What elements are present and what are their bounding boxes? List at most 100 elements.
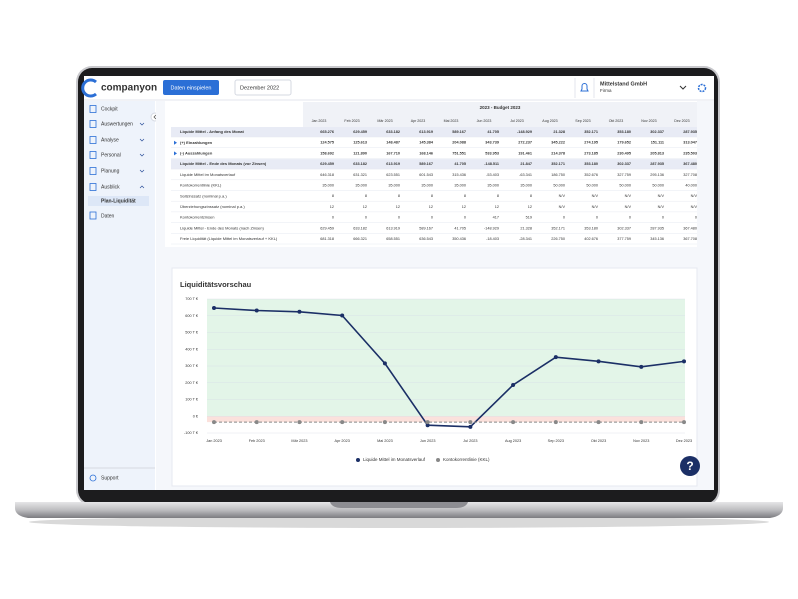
bell-icon[interactable] [580,83,589,92]
cell: 168.146 [419,151,433,155]
row-label: Kontokorrentzinsen [180,215,214,220]
column-header: Jun 2023 [477,119,492,123]
data-point [511,420,516,425]
y-tick-label: 200 T € [185,381,199,385]
settings-icon[interactable] [697,83,707,93]
data-point [212,420,216,425]
cell: 230.495 [617,151,631,155]
y-tick-label: 0 € [193,414,199,418]
cell: 235.503 [683,151,697,155]
cell: 8 [332,194,334,198]
data-point [639,420,644,425]
cell: 0 [695,216,697,220]
help-button[interactable] [680,456,700,476]
cell: 302.337 [650,130,664,134]
help-icon: ? [686,459,693,473]
period-select[interactable] [234,79,292,96]
expand-icon[interactable] [174,140,177,145]
sidebar-item[interactable]: Analyse [101,137,119,143]
logo: companyon [101,83,157,94]
sidebar-icon [89,183,97,191]
sidebar-item[interactable]: Personal [101,152,121,158]
sidebar-subitem[interactable]: Plan-Liquidität [101,198,136,204]
data-point [382,361,387,366]
expand-icon[interactable] [174,151,177,156]
active-item [88,196,149,206]
sidebar-item[interactable]: Ausblick [101,184,120,190]
cell: 35.000 [322,184,334,188]
import-button[interactable] [163,80,219,95]
data-point [254,420,259,425]
row-label: (-) Auszahlungen [180,150,213,155]
data-point [340,313,345,318]
legend-marker [436,458,441,462]
cell: 40.000 [685,184,697,188]
cell: 631.321 [353,173,367,177]
cell: 629.459 [353,130,367,134]
cell: 353.180 [584,226,598,230]
data-point [553,355,558,360]
sidebar-item[interactable]: Daten [101,213,115,219]
cell: 313.047 [683,141,697,145]
table-title: 2023 - Budget 2023 [480,105,521,110]
column-header: Sep 2023 [575,119,590,123]
sidebar-icon [89,151,97,159]
cell: 352.171 [584,130,598,134]
cell: 35.000 [487,184,499,188]
laptop-notch [330,502,468,508]
cell: 327.759 [617,173,631,177]
cell: 12 [462,205,466,209]
row-bg [171,127,697,137]
chevron [139,153,145,157]
cell: -148.929 [517,130,532,134]
cell: -28.341 [519,237,532,241]
support-link[interactable]: Support [101,475,119,481]
chevron [139,185,145,189]
cell: 345.222 [551,141,565,145]
sidebar-icon [89,136,97,144]
cell: 402.676 [584,237,598,241]
cell: 0 [596,216,598,220]
data-point [212,305,216,310]
cell: 629.459 [320,162,334,166]
row-label: Überziehungszinssatz (nominal p.a.) [180,204,245,209]
cell: 0 [629,216,631,220]
data-point [425,420,430,425]
company-chevron[interactable] [679,85,687,90]
cell: 21.328 [520,226,532,230]
data-point [682,359,686,364]
cell: 21.328 [553,130,565,134]
sidebar-icon [89,105,97,113]
cell: 629.459 [320,226,334,230]
sidebar-item[interactable]: Cockpit [101,106,118,112]
y-tick-label: 500 T € [185,331,199,335]
cell: 613.919 [419,130,433,134]
cell: 12 [528,205,532,209]
row-label: Sollzinssatz (nominal p.a.) [180,193,227,198]
y-tick-label: 700 T € [185,297,199,301]
column-header: Jan 2023 [312,119,327,123]
sidebar-item[interactable]: Planung [101,168,120,174]
cell: 352.171 [551,162,565,166]
cell: 124.575 [320,141,334,145]
sidebar-item[interactable]: Auswertungen [101,121,133,127]
cell: 350.436 [452,237,466,241]
cell: 633.182 [386,130,400,134]
column-header: Mai 2023 [444,119,459,123]
cell: 0 [563,216,565,220]
x-tick-label: Feb 2023 [249,439,265,443]
cell: 681.318 [320,237,334,241]
column-header: Nov 2023 [641,119,656,123]
cell: 50.000 [652,184,664,188]
cell: 287.935 [650,162,664,166]
legend-label: Liquide Mittel im Monatsverlauf [363,457,426,462]
cell: 35.000 [454,184,466,188]
cell: N/V [625,194,632,198]
cell: 589.167 [452,130,466,134]
cell: 287.935 [683,130,697,134]
cell: 295.136 [650,173,664,177]
cell: 352.171 [551,226,565,230]
cell: 41.705 [454,226,466,230]
y-tick-label: 400 T € [185,347,199,351]
